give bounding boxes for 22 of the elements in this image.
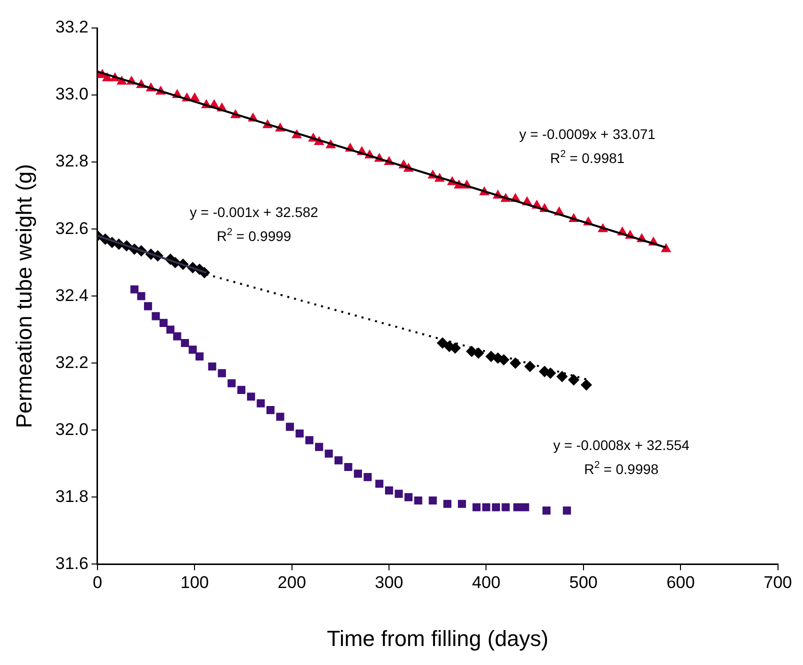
annotation: y = -0.0009x + 33.071 [519,126,656,142]
x-tick-label: 300 [374,573,404,592]
x-tick-label: 100 [180,573,209,592]
y-tick-label: 31.6 [55,554,88,573]
y-tick-label: 31.8 [55,486,88,506]
annotation: y = -0.001x + 32.582 [190,204,318,220]
annotation: y = -0.0008x + 32.554 [553,437,690,454]
y-tick-label: 33.2 [55,18,88,37]
x-tick-label: 400 [472,573,500,592]
y-axis-title: Permeation tube weight (g) [11,164,36,428]
x-tick-label: 200 [278,573,306,592]
x-tick-label: 500 [569,573,598,592]
x-axis-title: Time from filling (days) [326,626,548,651]
y-tick-label: 32.2 [55,352,88,372]
y-tick-label: 32.0 [55,420,88,439]
x-tick-label: 700 [764,573,792,592]
y-tick-label: 32.8 [55,152,88,171]
y-tick-label: 33.0 [55,84,88,104]
y-tick-label: 32.4 [55,286,88,305]
y-tick-label: 32.6 [55,218,88,238]
x-tick-label: 0 [92,573,102,592]
x-tick-label: 600 [666,573,695,592]
